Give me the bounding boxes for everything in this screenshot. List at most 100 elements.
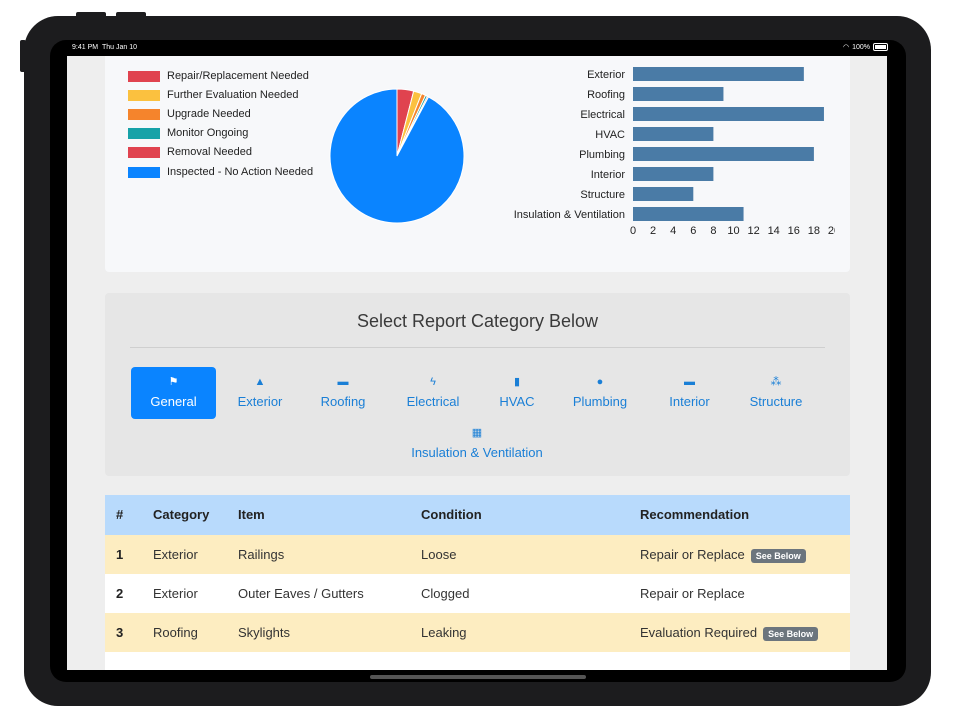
legend-item: Inspected - No Action Needed	[128, 166, 313, 178]
row-number: 1	[116, 547, 124, 562]
bar-category-label: HVAC	[595, 129, 625, 141]
bar-category-label: Interior	[591, 169, 626, 181]
category-button-structure[interactable]: ⁂ Structure	[743, 375, 809, 409]
x-tick-label: 8	[710, 225, 716, 237]
table-row-partial[interactable]	[105, 652, 850, 670]
see-below-badge[interactable]: See Below	[763, 626, 819, 641]
drop-icon: ●	[596, 376, 604, 388]
legend-label: Inspected - No Action Needed	[167, 166, 314, 178]
tree-icon: ▲	[254, 376, 266, 388]
legend-label: Further Evaluation Needed	[167, 89, 299, 101]
category-button-label: Structure	[749, 394, 803, 409]
roof-icon: ▬	[337, 376, 349, 388]
legend-swatch	[128, 70, 160, 82]
row-category: Roofing	[153, 625, 198, 640]
category-button-roofing[interactable]: ▬ Roofing	[313, 375, 373, 409]
condition-pie-chart	[329, 88, 465, 224]
category-button-label: HVAC	[499, 394, 535, 409]
home-indicator[interactable]	[370, 675, 586, 679]
category-button-exterior[interactable]: ▲ Exterior	[230, 375, 290, 409]
bar	[633, 167, 714, 181]
hardware-button	[20, 40, 26, 72]
x-tick-label: 14	[768, 225, 780, 237]
header-category: Category	[153, 507, 210, 522]
table-header-row: # Category Item Condition Recommendation	[105, 495, 850, 535]
pie-slice	[329, 88, 465, 224]
row-recommendation-cell: Repair or Replace See Below	[640, 535, 806, 574]
category-button-label: Roofing	[320, 394, 366, 409]
time-text: 9:41 PM	[72, 44, 99, 51]
legend-swatch	[128, 108, 160, 120]
legend-item: Monitor Ongoing	[128, 127, 248, 139]
status-time: 9:41 PM Thu Jan 10	[72, 44, 137, 51]
legend-item: Upgrade Needed	[128, 108, 251, 120]
bar	[633, 87, 724, 101]
bolt-icon: ϟ	[430, 376, 436, 388]
date-text: Thu Jan 10	[101, 44, 137, 51]
x-tick-label: 18	[808, 225, 820, 237]
legend-item: Removal Needed	[128, 146, 252, 158]
bar-category-label: Insulation & Ventilation	[514, 209, 625, 221]
category-button-general[interactable]: ⚑ General	[131, 367, 216, 419]
legend-swatch	[128, 127, 160, 139]
x-tick-label: 12	[747, 225, 759, 237]
ventilation-icon: ▦	[471, 427, 483, 439]
category-button-label: Insulation & Ventilation	[411, 445, 543, 460]
table-row[interactable]: 2 Exterior Outer Eaves / Gutters Clogged…	[105, 574, 850, 613]
category-panel-title: Select Report Category Below	[356, 311, 599, 331]
category-button-label: Exterior	[237, 394, 283, 409]
thermometer-icon: ▮	[513, 376, 521, 388]
bar-category-label: Roofing	[587, 89, 625, 101]
bar	[633, 107, 824, 121]
x-tick-label: 10	[727, 225, 739, 237]
category-bar-chart: Exterior Roofing Electrical HVAC Plumbing Int…	[514, 67, 835, 237]
x-tick-label: 2	[650, 225, 656, 237]
row-condition: Loose	[421, 547, 457, 562]
row-number: 2	[116, 586, 124, 601]
bar-category-label: Plumbing	[579, 149, 625, 161]
row-recommendation-cell: Evaluation Required See Below	[640, 613, 819, 652]
category-button-label: General	[150, 394, 197, 409]
hardware-button	[116, 12, 146, 18]
wifi-icon: ◠	[842, 44, 850, 51]
table-row[interactable]: 1 Exterior Railings Loose Repair or Repl…	[105, 535, 850, 574]
category-button-interior[interactable]: ▬ Interior	[662, 375, 717, 409]
category-button-hvac[interactable]: ▮ HVAC	[493, 375, 541, 409]
category-selector-panel: Select Report Category Below ⚑ General ▲…	[105, 293, 850, 476]
header-recommendation: Recommendation	[640, 507, 750, 522]
legend-label: Removal Needed	[167, 146, 252, 158]
legend-swatch	[128, 89, 160, 101]
x-tick-label: 16	[788, 225, 800, 237]
row-recommendation: Evaluation Required	[640, 625, 758, 640]
row-condition: Clogged	[421, 586, 470, 601]
row-number: 3	[116, 625, 124, 640]
x-tick-label: 4	[670, 225, 676, 237]
bar	[633, 187, 694, 201]
x-tick-label: 0	[630, 225, 636, 237]
row-condition: Leaking	[421, 625, 467, 640]
category-button-plumbing[interactable]: ● Plumbing	[568, 375, 632, 409]
row-recommendation: Repair or Replace	[640, 547, 745, 562]
see-below-badge[interactable]: See Below	[750, 548, 806, 563]
status-bar: 9:41 PM Thu Jan 10 ◠ 100%	[50, 40, 906, 56]
category-button-insulation-ventilation[interactable]: ▦ Insulation & Ventilation	[407, 426, 547, 460]
header-item: Item	[238, 507, 265, 522]
bar	[633, 147, 814, 161]
legend-item: Repair/Replacement Needed	[128, 70, 309, 82]
bar-category-label: Electrical	[580, 109, 625, 121]
x-tick-label: 6	[690, 225, 696, 237]
row-item: Skylights	[238, 625, 291, 640]
status-indicators: ◠ 100%	[843, 43, 888, 51]
battery-icon	[873, 43, 888, 51]
category-button-label: Plumbing	[572, 394, 628, 409]
hardware-button	[76, 12, 106, 18]
legend-item: Further Evaluation Needed	[128, 89, 298, 101]
row-category: Exterior	[153, 547, 198, 562]
table-row[interactable]: 3 Roofing Skylights Leaking Evaluation R…	[105, 613, 850, 652]
bar-category-label: Structure	[580, 189, 625, 201]
category-button-label: Interior	[669, 394, 710, 409]
row-item: Outer Eaves / Gutters	[238, 586, 364, 601]
x-tick-label: 20	[828, 225, 835, 237]
category-button-electrical[interactable]: ϟ Electrical	[399, 375, 467, 409]
row-item: Railings	[238, 547, 285, 562]
